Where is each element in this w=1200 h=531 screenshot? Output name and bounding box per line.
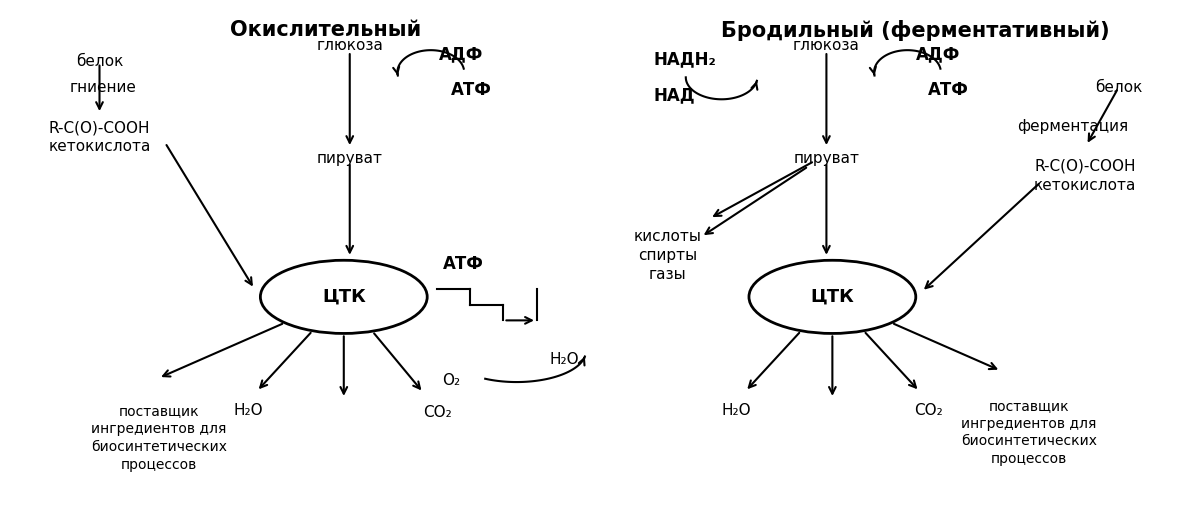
- Text: НАДН₂: НАДН₂: [654, 50, 716, 68]
- Text: ферментация: ферментация: [1018, 119, 1129, 134]
- Text: H₂O: H₂O: [550, 352, 580, 367]
- Text: кетокислота: кетокислота: [1034, 178, 1136, 193]
- Text: CO₂: CO₂: [424, 405, 451, 419]
- Text: АТФ: АТФ: [443, 255, 484, 273]
- Text: АДФ: АДФ: [916, 45, 960, 63]
- Text: H₂O: H₂O: [233, 403, 263, 418]
- Text: АТФ: АТФ: [928, 81, 968, 99]
- Text: гниение: гниение: [70, 80, 137, 95]
- Text: R-C(O)-COOH: R-C(O)-COOH: [1034, 158, 1135, 173]
- Text: НАД: НАД: [654, 87, 695, 105]
- Text: CO₂: CO₂: [914, 403, 943, 418]
- Text: Бродильный (ферментативный): Бродильный (ферментативный): [721, 20, 1110, 41]
- Text: АТФ: АТФ: [451, 81, 492, 99]
- Text: белок: белок: [1094, 80, 1142, 95]
- Text: ЦТК: ЦТК: [810, 288, 854, 306]
- Text: пируват: пируват: [793, 150, 859, 166]
- Text: пируват: пируват: [317, 150, 383, 166]
- Text: глюкоза: глюкоза: [793, 38, 860, 53]
- Text: поставщик
ингредиентов для
биосинтетических
процессов: поставщик ингредиентов для биосинтетичес…: [91, 404, 227, 472]
- Text: кетокислота: кетокислота: [48, 139, 151, 154]
- Text: АДФ: АДФ: [439, 45, 484, 63]
- Text: O₂: O₂: [442, 373, 460, 388]
- Text: ЦТК: ЦТК: [322, 288, 366, 306]
- Text: белок: белок: [76, 54, 124, 69]
- Text: Окислительный: Окислительный: [230, 20, 421, 40]
- Text: поставщик
ингредиентов для
биосинтетических
процессов: поставщик ингредиентов для биосинтетичес…: [961, 399, 1097, 466]
- Text: кислоты
спирты
газы: кислоты спирты газы: [634, 229, 702, 282]
- Text: H₂O: H₂O: [721, 403, 751, 418]
- Text: R-C(O)-COOH: R-C(O)-COOH: [49, 120, 150, 135]
- Text: глюкоза: глюкоза: [317, 38, 383, 53]
